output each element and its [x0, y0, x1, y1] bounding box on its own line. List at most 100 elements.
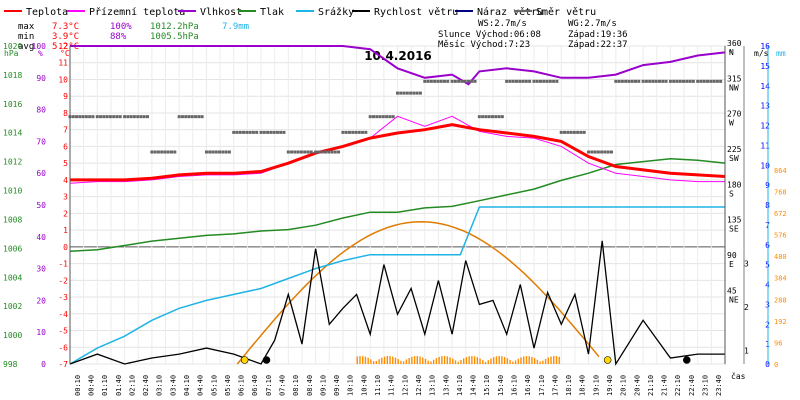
rain-bar: [454, 360, 457, 364]
rain-bar: [422, 357, 424, 364]
rain-bar: [432, 359, 435, 364]
axis-unit-hpa: hPa: [4, 49, 19, 58]
hpa-tick: 1006: [3, 244, 22, 253]
mm-tick: 480: [774, 253, 787, 261]
wind-dir-point: [706, 79, 710, 83]
wind-dir-point: [123, 115, 127, 119]
c-tick: 12: [58, 42, 68, 51]
wind-dir-point: [88, 115, 92, 119]
rain-bar: [411, 356, 413, 364]
c-tick: -5: [58, 327, 68, 336]
time-tick: 13:40: [442, 375, 450, 396]
stat-text: 100%: [110, 22, 132, 32]
wind-dir-point: [81, 115, 85, 119]
wind-dir-point: [351, 130, 355, 134]
time-tick: 12:40: [415, 375, 423, 396]
rain-bar: [446, 356, 449, 364]
dir-deg-tick: 90: [727, 251, 737, 260]
wind-dir-point: [385, 115, 389, 119]
series-teplota: [70, 123, 726, 182]
c-tick: 1: [63, 226, 68, 235]
rain-bar: [520, 357, 522, 364]
wind-dir-point: [505, 79, 509, 83]
time-tick: 18:10: [565, 375, 573, 396]
rain-bar: [389, 356, 391, 364]
wind-dir-point: [290, 150, 294, 154]
pct-tick: 30: [36, 265, 46, 274]
wind-dir-point: [630, 79, 634, 83]
wind-dir-point: [102, 115, 106, 119]
time-tick: 05:40: [224, 375, 232, 396]
wind-dir-point: [664, 79, 668, 83]
mm-side-tick: 2: [744, 303, 749, 312]
wind-dir-point: [603, 150, 607, 154]
wind-dir-point: [617, 79, 621, 83]
wind-dir-point: [494, 115, 498, 119]
wind-dir-point: [624, 79, 628, 83]
c-tick: -6: [58, 343, 68, 352]
rain-bar: [463, 358, 465, 364]
wind-dir-point: [235, 130, 239, 134]
pct-tick: 100: [32, 42, 47, 51]
rain-bar: [381, 357, 383, 364]
time-tick: 20:40: [633, 375, 641, 396]
rain-bar: [506, 358, 509, 364]
wind-dir-point: [518, 79, 522, 83]
wind-dir-point: [248, 130, 252, 134]
wind-dir-point: [84, 115, 88, 119]
stat-text: Měsíc Východ:7:23: [438, 40, 530, 50]
wind-dir-point: [418, 91, 422, 95]
stat-text: 88%: [110, 32, 127, 42]
rain-bar: [525, 356, 528, 364]
rain-bar: [367, 357, 369, 364]
rain-bar: [495, 356, 498, 364]
dir-name-tick: S: [729, 189, 734, 198]
stat-text: 7.3°C: [52, 22, 79, 32]
wind-dir-point: [457, 79, 461, 83]
wind-dir-point: [391, 115, 395, 119]
wind-dir-point: [426, 79, 430, 83]
wind-dir-point: [126, 115, 130, 119]
rain-bar: [493, 357, 495, 364]
rain-bar: [517, 358, 519, 364]
wind-dir-point: [200, 115, 204, 119]
time-tick: 07:40: [279, 375, 287, 396]
wind-dir-point: [160, 150, 164, 154]
time-tick: 03:40: [169, 375, 177, 396]
time-tick: 14:10: [456, 375, 464, 396]
legend-label: Náraz větru: [477, 6, 543, 18]
wind-dir-point: [548, 79, 552, 83]
ms-tick: 15: [760, 62, 770, 71]
wind-dir-point: [286, 150, 290, 154]
legend-label: Směr větru: [536, 6, 596, 18]
ms-tick: 12: [760, 122, 770, 131]
time-tick: 07:10: [265, 375, 273, 396]
pct-tick: 90: [36, 74, 46, 83]
legend-label: Vlhkost: [200, 7, 242, 18]
rain-bar: [430, 361, 432, 364]
wind-dir-point: [177, 115, 181, 119]
time-tick: 09:10: [319, 375, 327, 396]
wind-dir-point: [712, 79, 716, 83]
wind-dir-point: [508, 79, 512, 83]
wind-dir-point: [333, 150, 337, 154]
mm-tick: 0: [774, 361, 778, 369]
wind-dir-point: [354, 130, 358, 134]
rain-bar: [413, 356, 416, 364]
wind-dir-point: [245, 130, 249, 134]
wind-dir-point: [620, 79, 624, 83]
rain-bar: [514, 360, 517, 364]
wind-dir-point: [330, 150, 334, 154]
rain-bar: [523, 356, 525, 364]
legend-label: Teplota: [26, 7, 68, 18]
wind-dir-point: [633, 79, 637, 83]
wind-dir-point: [528, 79, 532, 83]
series-srazky: [69, 206, 725, 365]
wind-dir-point: [95, 115, 99, 119]
wind-dir-point: [453, 79, 457, 83]
wind-dir-point: [648, 79, 652, 83]
wind-dir-point: [661, 79, 665, 83]
wind-dir-point: [337, 150, 341, 154]
wind-dir-point: [609, 150, 613, 154]
